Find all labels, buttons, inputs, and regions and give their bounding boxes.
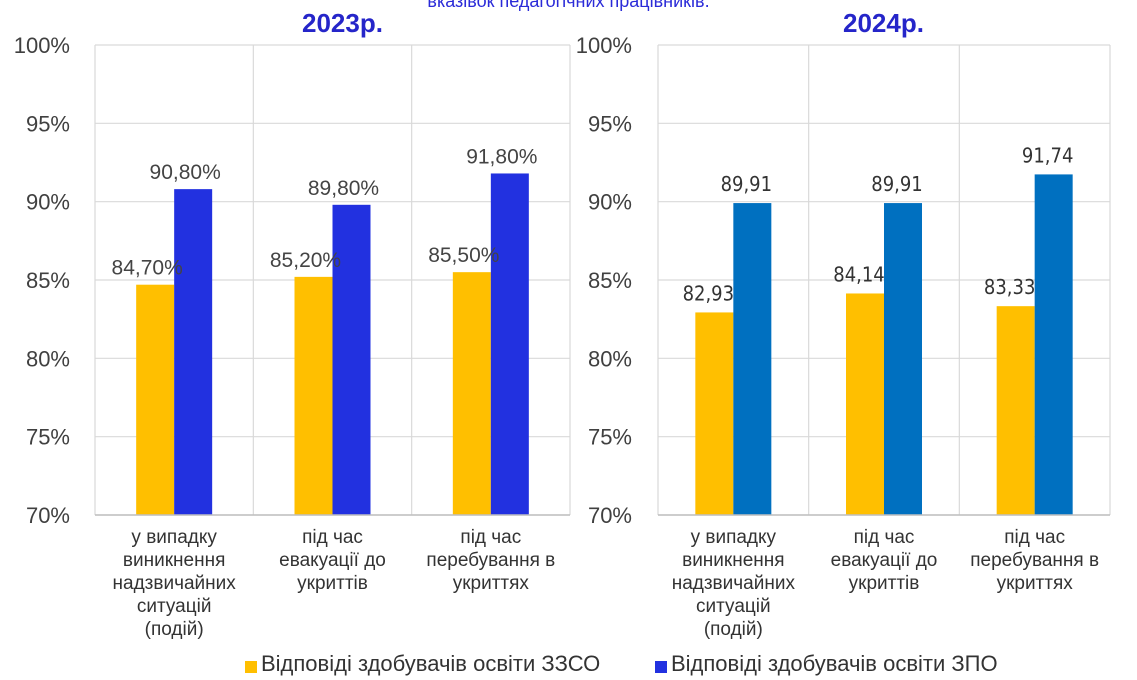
x-category-label: укриттів: [849, 573, 920, 594]
x-category-label: ситуацій: [137, 596, 212, 617]
data-label: 84,14: [833, 262, 885, 286]
bar: [174, 189, 213, 515]
bar: [294, 276, 333, 515]
x-category-label: (подій): [704, 619, 763, 640]
y-tick-label: 95%: [588, 111, 632, 136]
legend-swatch-zzso: [245, 661, 257, 673]
y-tick-label: 80%: [26, 346, 70, 371]
data-label: 91,80%: [466, 145, 537, 168]
bar: [884, 203, 922, 515]
x-category-label: під час: [302, 527, 363, 548]
bar: [695, 312, 734, 515]
bar: [452, 272, 491, 515]
data-label: 90,80%: [150, 161, 221, 184]
chart-canvas: 70% 75% 80% 85% 90% 95% 100% 84,70% 90,80% у випа…: [14, 33, 1111, 640]
bar: [846, 293, 884, 515]
data-label: 85,20%: [270, 249, 341, 272]
chart-title-2023: 2023р.: [302, 8, 383, 38]
x-category-label: укриттів: [297, 573, 368, 594]
data-label: 84,70%: [112, 257, 183, 280]
data-label: 85,50%: [428, 244, 499, 267]
x-category-label: у випадку: [691, 527, 777, 548]
chart-title-2024: 2024р.: [843, 8, 924, 38]
bar: [996, 306, 1035, 515]
legend-swatch-zpo: [655, 661, 667, 673]
x-category-label: виникнення: [682, 550, 784, 571]
bar: [136, 284, 175, 515]
x-category-label: під час: [854, 527, 915, 548]
y-tick-label: 70%: [26, 503, 70, 528]
y-tick-label: 95%: [26, 111, 70, 136]
x-category-label: евакуації до: [279, 550, 386, 571]
y-tick-label: 100%: [576, 33, 632, 58]
legend-item-zzso: Відповіді здобувачів освіти ЗЗСО: [245, 651, 600, 677]
legend-label-zzso: Відповіді здобувачів освіти ЗЗСО: [261, 651, 601, 676]
legend-item-zpo: Відповіді здобувачів освіти ЗПО: [655, 651, 998, 677]
y-tick-label: 90%: [588, 190, 632, 215]
x-category-label: перебування в: [970, 550, 1099, 571]
data-label: 91,74: [1022, 143, 1074, 167]
x-category-label: укриттях: [997, 573, 1074, 594]
x-category-label: під час: [460, 527, 521, 548]
bar: [490, 173, 529, 515]
x-category-label: виникнення: [123, 550, 225, 571]
bar: [332, 204, 371, 516]
y-tick-label: 75%: [26, 425, 70, 450]
y-tick-label: 85%: [588, 268, 632, 293]
y-tick-label: 90%: [26, 190, 70, 215]
legend-label-zpo: Відповіді здобувачів освіти ЗПО: [671, 651, 998, 676]
data-label: 83,33: [984, 275, 1036, 299]
y-tick-label: 70%: [588, 503, 632, 528]
y-tick-label: 100%: [14, 33, 70, 58]
x-category-label: ситуацій: [696, 596, 771, 617]
chart-legend: Відповіді здобувачів освіти ЗЗСО Відпові…: [0, 651, 1137, 680]
y-tick-label: 85%: [26, 268, 70, 293]
x-category-label: укриттях: [453, 573, 530, 594]
x-category-label: надзвичайних: [113, 573, 237, 594]
bar: [733, 203, 772, 515]
bar: [1034, 174, 1073, 515]
x-category-label: надзвичайних: [672, 573, 796, 594]
y-tick-label: 80%: [588, 346, 632, 371]
x-category-label: під час: [1004, 527, 1065, 548]
data-label: 89,91: [721, 172, 773, 196]
x-category-label: у випадку: [131, 527, 217, 548]
x-category-label: евакуації до: [831, 550, 938, 571]
data-label: 89,91: [871, 172, 923, 196]
data-label: 89,80%: [308, 177, 379, 200]
x-category-label: (подій): [145, 619, 204, 640]
top-caption: вказівок педагогічних працівників.: [427, 0, 710, 11]
y-tick-label: 75%: [588, 425, 632, 450]
x-category-label: перебування в: [426, 550, 555, 571]
data-label: 82,93: [683, 281, 735, 305]
